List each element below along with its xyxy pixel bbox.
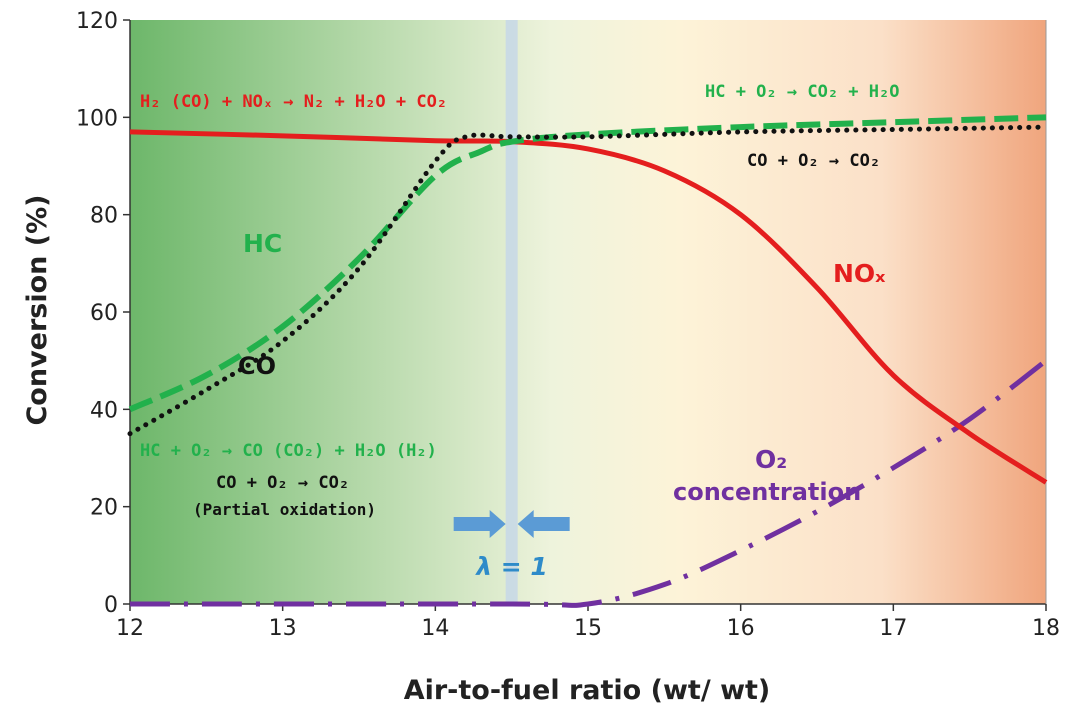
x-tick-label: 13 bbox=[269, 616, 297, 641]
plot-background bbox=[130, 20, 1046, 604]
annotation-hc-oxidation: HC + O₂ → CO₂ + H₂O bbox=[705, 82, 899, 102]
annotation-co-partial: CO + O₂ → CO₂ bbox=[216, 473, 349, 493]
x-tick-label: 14 bbox=[421, 616, 449, 641]
y-tick-label: 120 bbox=[76, 9, 118, 34]
y-tick-label: 60 bbox=[90, 301, 118, 326]
y-tick-label: 0 bbox=[104, 593, 118, 618]
series-line-co bbox=[127, 124, 1049, 437]
x-tick-label: 15 bbox=[574, 616, 602, 641]
x-axis-title: Air-to-fuel ratio (wt/ wt) bbox=[404, 675, 771, 706]
arrow-right-icon bbox=[453, 510, 506, 538]
series-line-nox bbox=[129, 129, 1048, 485]
series-label-co: CO bbox=[238, 352, 276, 380]
lambda-arrows bbox=[453, 510, 570, 538]
y-tick-label: 100 bbox=[76, 106, 118, 131]
x-tick-label: 16 bbox=[727, 616, 755, 641]
y-tick-label: 40 bbox=[90, 398, 118, 423]
series-line-o2-concentration bbox=[130, 358, 1048, 608]
lambda-label: λ = 1 bbox=[474, 552, 548, 581]
series-label-o2-concentration: concentration bbox=[673, 478, 861, 506]
series-label-nox: NOₓ bbox=[833, 259, 886, 288]
annotation-hc-partial: HC + O₂ → CO (CO₂) + H₂O (H₂) bbox=[140, 441, 437, 461]
x-tick-label: 18 bbox=[1032, 616, 1060, 641]
lambda-line bbox=[505, 20, 518, 604]
series-layer bbox=[127, 114, 1049, 608]
series-label-o2: O₂ bbox=[755, 445, 787, 474]
y-tick-label: 20 bbox=[90, 496, 118, 521]
annotation-co-oxidation: CO + O₂ → CO₂ bbox=[747, 151, 880, 171]
x-tick-label: 12 bbox=[116, 616, 144, 641]
series-line-hc bbox=[128, 114, 1047, 413]
y-tick-label: 80 bbox=[90, 204, 118, 229]
annotation-partial-oxidation: (Partial oxidation) bbox=[193, 500, 376, 519]
annotation-nox-reduction: H₂ (CO) + NOₓ → N₂ + H₂O + CO₂ bbox=[140, 92, 447, 112]
arrow-left-icon bbox=[517, 510, 570, 538]
x-tick-label: 17 bbox=[879, 616, 907, 641]
y-axis-title: Conversion (%) bbox=[22, 194, 53, 425]
series-label-hc: HC bbox=[243, 229, 282, 258]
